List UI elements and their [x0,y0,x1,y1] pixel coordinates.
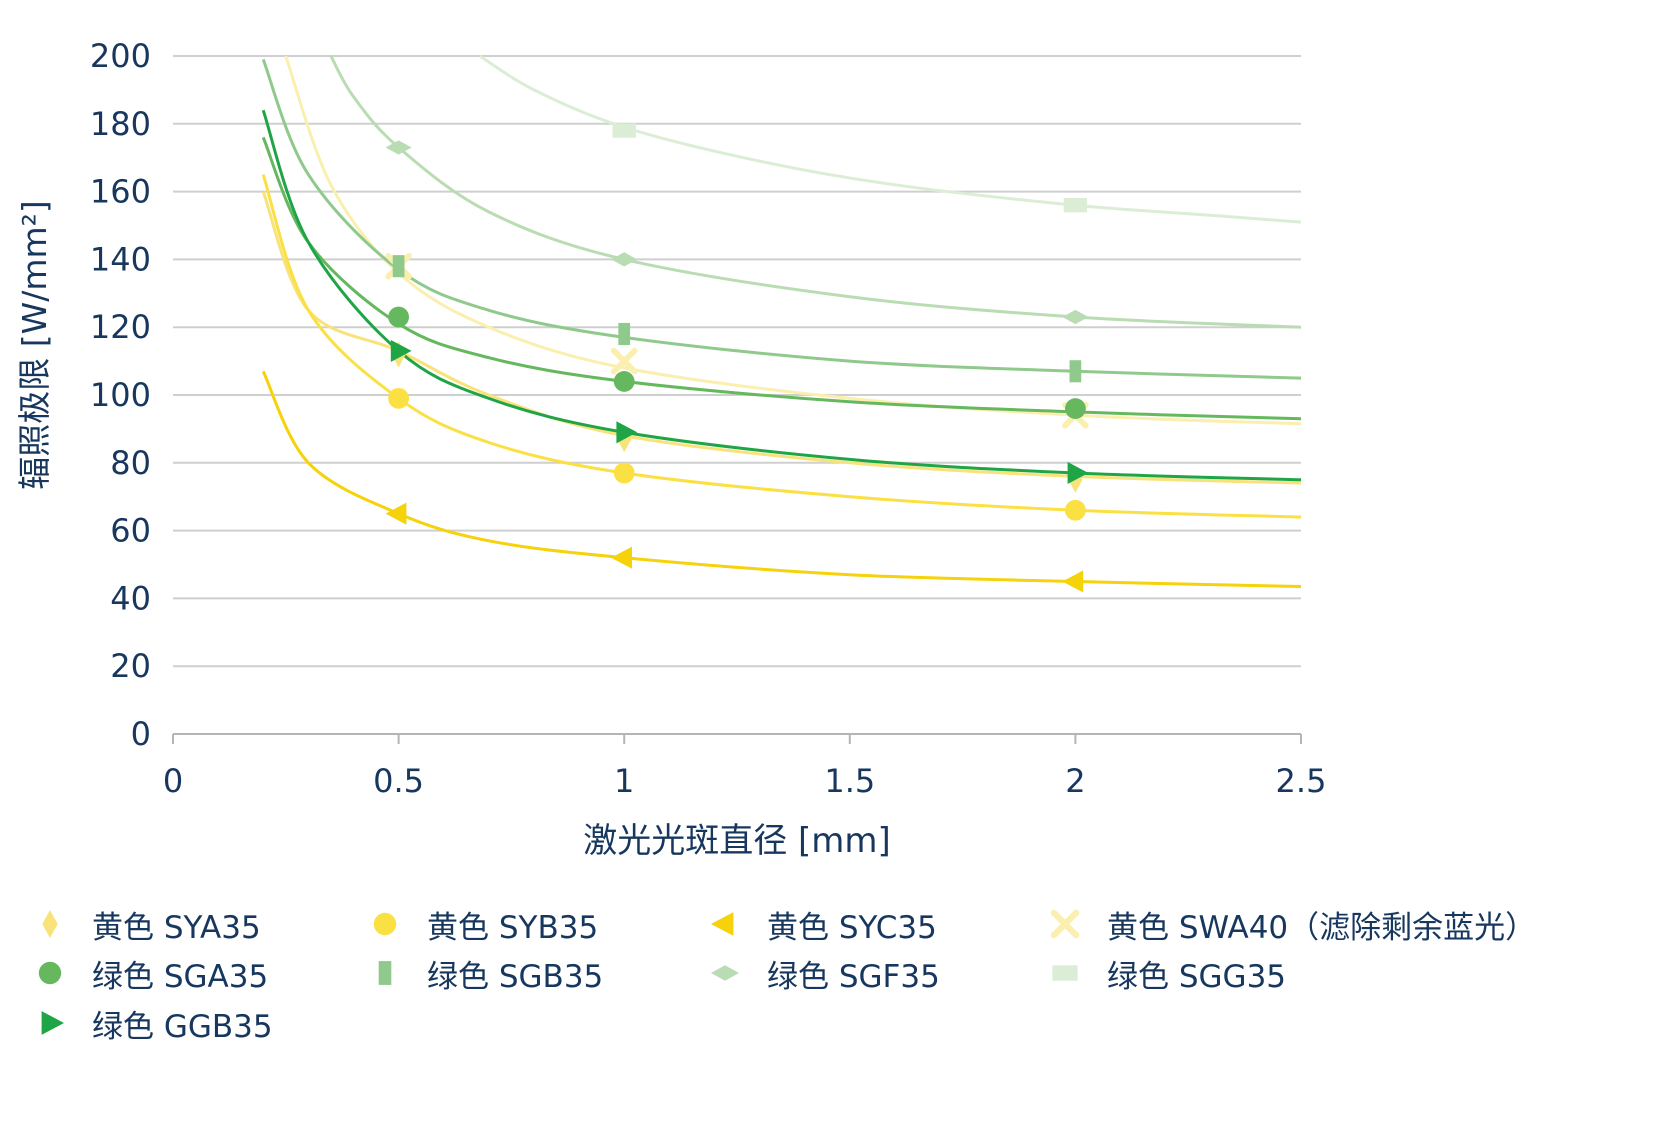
legend-marker-shape [42,910,58,938]
data-point [612,123,636,138]
x-tick-label: 2 [1065,762,1085,800]
legend-marker-shape [373,912,397,936]
data-point [392,255,405,278]
legend-marker-shape [38,961,62,985]
legend-marker-icon [41,1011,64,1035]
legend-marker-shape [711,912,734,936]
data-point [1063,198,1088,213]
data-point [1062,309,1089,325]
data-point [616,421,638,444]
legend-marker-icon [373,912,397,936]
legend-item: 绿色 GGB35 [30,1002,273,1045]
data-point [610,347,638,375]
legend-marker-shape [711,965,739,981]
legend-marker-icon [711,965,739,981]
legend-marker-icon [378,961,392,985]
legend-item: 黄色 SWA40（滤除剩余蓝光） [1045,903,1537,946]
legend-item: 黄色 SYB35 [365,903,599,946]
legend-item: 绿色 SGG35 [1045,952,1287,995]
series-line [479,54,1302,224]
chart-legend: 黄色 SYA35 黄色 SYB35 黄色 SYC35 黄色 SWA40（滤除剩余蓝光）… [0,895,1568,1055]
data-point [385,140,412,155]
legend-marker-icon [1052,965,1078,981]
data-point [1062,570,1084,593]
y-tick-label: 100 [90,376,151,414]
line-chart: 0 20 40 60 80 100 120 140 160 180 200 0 0.5 1 1.5 2 2.5… [15,37,1327,861]
y-tick-label: 180 [90,105,151,143]
data-point [388,306,409,328]
y-tick-label: 140 [90,240,151,278]
legend-marker-icon [1050,909,1080,939]
legend-marker-shape [378,961,392,985]
x-tick-labels: 0 0.5 1 1.5 2 2.5 [163,762,1327,800]
x-tick-label: 0.5 [373,762,424,800]
y-tick-labels: 0 20 40 60 80 100 120 140 160 180 200 [90,37,151,753]
legend-marker-shape [1052,965,1078,981]
legend-item: 绿色 SGF35 [705,952,940,995]
y-tick-label: 60 [110,512,151,550]
y-tick-label: 40 [110,579,151,617]
data-point [613,462,635,484]
series-line [261,174,1302,519]
data-point [611,252,638,267]
y-tick-label: 160 [90,173,151,211]
legend-label: 绿色 GGB35 [92,1008,273,1045]
y-tick-label: 200 [90,37,151,75]
data-point [1065,398,1086,419]
data-point [1067,461,1089,485]
legend-marker-icon [38,961,62,985]
x-tick-label: 2.5 [1276,762,1327,800]
x-tick-label: 1.5 [824,762,875,800]
data-point [618,322,631,346]
gridlines [173,55,1301,668]
legend-item: 黄色 SYA35 [30,903,261,946]
legend-item: 黄色 SYC35 [705,903,937,946]
legend-label: 绿色 SGG35 [1107,958,1287,995]
data-point [1065,499,1086,521]
data-point [1069,360,1082,383]
x-tick-label: 0 [163,762,183,800]
legend-label: 绿色 SGA35 [92,958,269,995]
legend-label: 黄色 SYA35 [92,909,261,946]
y-axis-title: 辐照极限 [W/mm²] [15,200,54,490]
series-line [261,58,1302,380]
y-tick-label: 120 [90,308,151,346]
data-point [385,502,407,525]
y-tick-label: 0 [131,715,151,753]
data-point [611,546,632,569]
x-tick-label: 1 [614,762,634,800]
y-tick-label: 80 [110,444,151,482]
legend-label: 绿色 SGB35 [427,958,604,995]
data-point [613,371,635,392]
legend-marker-icon [42,910,58,938]
legend-item: 绿色 SGA35 [30,952,269,995]
series-line [261,136,1302,421]
legend-marker-shape [1050,909,1080,939]
data-point [390,339,412,362]
data-point [388,387,409,409]
series-lines [261,54,1302,588]
legend-item: 绿色 SGB35 [365,952,604,995]
legend-label: 黄色 SWA40（滤除剩余蓝光） [1107,909,1537,946]
axes [172,733,1302,744]
series-line [261,191,1302,485]
legend-label: 黄色 SYB35 [427,909,599,946]
y-tick-label: 20 [110,647,151,685]
legend-label: 黄色 SYC35 [767,909,937,946]
legend-marker-shape [41,1011,64,1035]
legend-marker-icon [711,912,734,936]
legend-label: 绿色 SGF35 [767,958,940,995]
series-line [284,55,1302,426]
series-markers [385,123,1089,593]
x-axis-title: 激光光斑直径 [mm] [583,821,891,861]
